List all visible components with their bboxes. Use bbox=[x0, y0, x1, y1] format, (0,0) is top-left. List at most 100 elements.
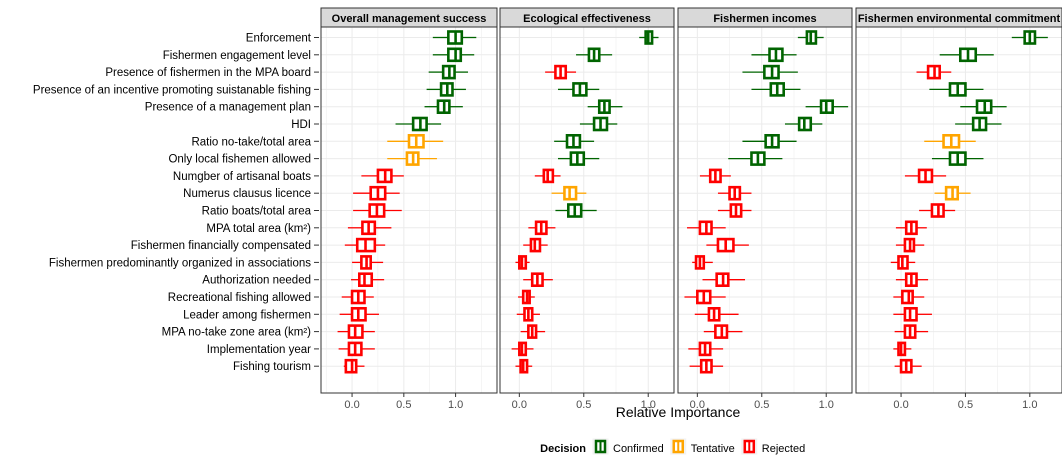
boxplot bbox=[694, 306, 739, 322]
variable-label: MPA total area (km²) bbox=[206, 223, 311, 235]
boxplot bbox=[387, 151, 437, 166]
x-tick-label: 0.0 bbox=[893, 399, 908, 411]
boxplot bbox=[528, 220, 556, 236]
x-tick-label: 0.5 bbox=[754, 399, 769, 411]
boxplot bbox=[555, 203, 597, 218]
boxplot bbox=[587, 99, 623, 114]
boxplot bbox=[520, 324, 546, 339]
variable-label: Numgber of artisanal boats bbox=[173, 171, 311, 183]
boxplot bbox=[687, 220, 726, 236]
boxplot bbox=[554, 134, 595, 149]
facet-panel: Fishermen incomes 0.0 0.5 1.0 bbox=[677, 7, 853, 411]
boxplot bbox=[338, 341, 375, 357]
facet-title: Ecological effectiveness bbox=[523, 13, 651, 25]
facet-panel: Overall management success 0.0 0.5 1.0 bbox=[320, 7, 498, 411]
boxplot bbox=[893, 289, 925, 305]
facet-title: Fishermen incomes bbox=[713, 13, 816, 25]
boxplot bbox=[893, 306, 932, 322]
boxplot bbox=[699, 168, 731, 184]
variable-label: Enforcement bbox=[246, 33, 312, 45]
boxplot bbox=[717, 203, 752, 218]
x-tick-label: 0.5 bbox=[958, 399, 973, 411]
boxplot bbox=[688, 341, 724, 357]
boxplot bbox=[742, 134, 797, 149]
variable-label: Numerus clausus licence bbox=[183, 188, 311, 200]
boxplot bbox=[387, 134, 444, 149]
panel-border bbox=[320, 26, 498, 394]
boxplot bbox=[428, 64, 469, 80]
variable-label: Presence of a management plan bbox=[145, 102, 311, 114]
facet-title: Fishermen environmental commitment bbox=[858, 13, 1061, 25]
boxplot bbox=[395, 116, 442, 132]
x-tick-label: 1.0 bbox=[641, 399, 656, 411]
boxplot bbox=[919, 203, 956, 218]
boxplot bbox=[351, 272, 385, 288]
boxplot bbox=[516, 306, 540, 322]
boxplot bbox=[339, 306, 379, 322]
boxplot bbox=[347, 220, 392, 236]
x-tick-label: 0.0 bbox=[344, 399, 359, 411]
boxplot bbox=[890, 255, 916, 270]
boxplot bbox=[343, 358, 365, 374]
boxplot bbox=[511, 341, 534, 357]
boxplot bbox=[361, 168, 404, 184]
boxplot bbox=[426, 82, 466, 97]
boxplot bbox=[341, 289, 374, 305]
legend-item: Confirmed bbox=[591, 437, 664, 456]
boxplot bbox=[797, 30, 824, 45]
legend-label: Confirmed bbox=[613, 443, 664, 455]
boxplot bbox=[432, 47, 475, 63]
boxplot bbox=[432, 30, 477, 45]
variable-label: Fishermen engagement level bbox=[163, 50, 311, 62]
boxplot bbox=[939, 47, 994, 63]
legend: Decision Confirmed Tentative Rejected bbox=[540, 437, 805, 456]
variable-label: Implementation year bbox=[207, 344, 311, 356]
boxplot bbox=[639, 30, 659, 45]
boxplot bbox=[545, 64, 577, 80]
variable-label: Only local fishemen allowed bbox=[168, 154, 311, 166]
boxplot bbox=[751, 47, 797, 63]
boxplot bbox=[576, 47, 613, 63]
variable-label: Fishermen predominantly organized in ass… bbox=[49, 257, 311, 269]
boxplot bbox=[931, 151, 984, 166]
boxplot bbox=[344, 237, 386, 253]
boxplot bbox=[929, 82, 984, 97]
boxplot bbox=[558, 151, 600, 166]
boxplot bbox=[337, 324, 375, 339]
variable-label: HDI bbox=[291, 119, 311, 131]
legend-item: Rejected bbox=[740, 437, 805, 456]
boxplot bbox=[895, 237, 925, 253]
legend-label: Rejected bbox=[762, 443, 805, 455]
boxplot bbox=[523, 272, 553, 288]
boxplot bbox=[515, 358, 533, 374]
boxplot bbox=[706, 237, 749, 253]
x-tick-label: 1.0 bbox=[819, 399, 834, 411]
boxplot bbox=[703, 324, 743, 339]
legend-item: Tentative bbox=[669, 437, 735, 456]
x-axis-title: Relative Importance bbox=[616, 404, 741, 420]
boxplot bbox=[894, 324, 929, 339]
x-tick-label: 0.5 bbox=[576, 399, 591, 411]
boxplot bbox=[728, 151, 783, 166]
boxplot bbox=[702, 272, 746, 288]
boxplot bbox=[515, 255, 530, 270]
panel-border bbox=[855, 26, 1062, 394]
boxplot bbox=[424, 99, 463, 114]
panel-border bbox=[499, 26, 675, 394]
boxplot bbox=[784, 116, 823, 132]
x-tick-label: 0.0 bbox=[690, 399, 705, 411]
boxplot bbox=[518, 289, 535, 305]
boxplot bbox=[352, 255, 384, 270]
variable-label: Ratio no-take/total area bbox=[191, 136, 311, 148]
boxplot bbox=[742, 64, 798, 80]
boxplot bbox=[353, 185, 400, 201]
variable-label: MPA no-take zone area (km²) bbox=[162, 327, 312, 339]
x-tick-label: 0.5 bbox=[396, 399, 411, 411]
boxplot bbox=[1011, 30, 1048, 45]
variable-label: Leader among fishermen bbox=[183, 309, 311, 321]
variable-label: Recreational fishing allowed bbox=[168, 292, 311, 304]
boxplot bbox=[893, 341, 912, 357]
boxplot bbox=[551, 185, 587, 201]
